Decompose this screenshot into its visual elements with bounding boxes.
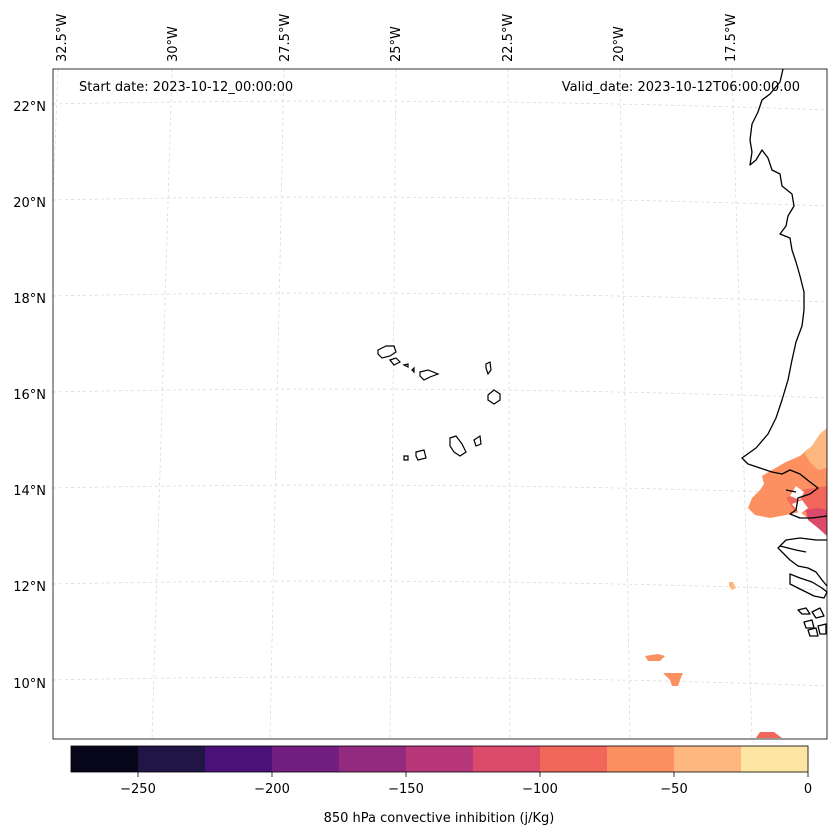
colorbar-swatch xyxy=(138,746,206,772)
colorbar-swatch xyxy=(741,746,809,772)
lon-label-27-5w: 27.5°W xyxy=(278,14,293,62)
lon-label-22-5w: 22.5°W xyxy=(501,14,516,62)
parallel-gridlines xyxy=(52,100,828,687)
colorbar-swatch xyxy=(71,746,139,772)
lat-label-22n: 22°N xyxy=(13,100,46,115)
bijagos-island-5 xyxy=(817,623,827,635)
lat-label-18n: 18°N xyxy=(13,292,46,307)
valid-date-label: Valid_date: 2023-10-12T06:00:00.00 xyxy=(562,80,800,95)
map-border xyxy=(52,68,828,740)
lat-label-12n: 12°N xyxy=(13,580,46,595)
colorbar-swatch xyxy=(406,746,474,772)
colorbar-swatch xyxy=(540,746,608,772)
colorbar-swatch xyxy=(339,746,407,772)
colorbar-swatch xyxy=(272,746,340,772)
coastline-west-africa xyxy=(741,68,828,587)
lon-label-17-5w: 17.5°W xyxy=(724,14,739,62)
cin-region-small-3 xyxy=(663,673,683,686)
colorbar-swatch xyxy=(607,746,675,772)
lon-label-25w: 25°W xyxy=(389,26,404,62)
lon-label-32-5w: 32.5°W xyxy=(55,14,70,62)
island-santa-luzia xyxy=(402,363,409,368)
lon-label-30w: 30°W xyxy=(166,26,181,62)
longitude-labels: 32.5°W 30°W 27.5°W 25°W 22.5°W 20°W 17.5… xyxy=(55,14,739,62)
colorbar-border xyxy=(70,745,809,773)
colorbar-swatch xyxy=(674,746,742,772)
island-fogo xyxy=(415,449,427,461)
cin-region-small-1 xyxy=(729,582,736,590)
colorbar-tick-label-m200: −200 xyxy=(254,782,290,797)
map-panel xyxy=(52,68,828,740)
lat-label-16n: 16°N xyxy=(13,388,46,403)
start-date-label: Start date: 2023-10-12_00:00:00 xyxy=(79,80,293,95)
cin-region-senegal-light xyxy=(804,428,827,470)
coastline-inner-river xyxy=(779,489,807,553)
colorbar-tick-label-m100: −100 xyxy=(522,782,558,797)
bijagos-island-4 xyxy=(807,627,819,637)
colorbar-swatch xyxy=(205,746,273,772)
colorbar-swatch xyxy=(473,746,541,772)
colorbar-ticks xyxy=(137,772,809,777)
coastline xyxy=(741,68,828,637)
colorbar-tick-label-m50: −50 xyxy=(660,782,687,797)
lon-label-20w: 20°W xyxy=(612,26,627,62)
meridian-gridlines xyxy=(52,68,753,740)
island-sao-nicolau xyxy=(411,366,440,381)
island-boa-vista xyxy=(487,389,501,405)
latitude-labels: 22°N 20°N 18°N 16°N 14°N 12°N 10°N xyxy=(13,100,46,692)
island-santo-antao xyxy=(377,345,397,359)
colorbar-swatches xyxy=(71,746,809,772)
bijagos-island-1 xyxy=(797,607,811,615)
lat-label-10n: 10°N xyxy=(13,677,46,692)
colorbar: −250 −200 −150 −100 −50 0 850 hPa convec… xyxy=(70,745,812,826)
lat-label-20n: 20°N xyxy=(13,196,46,211)
colorbar-tick-label-0: 0 xyxy=(804,782,812,797)
island-santiago xyxy=(449,435,467,457)
island-sao-vicente xyxy=(388,357,402,366)
cin-hole-b xyxy=(792,500,808,514)
cin-region-small-4 xyxy=(756,732,782,738)
lat-label-14n: 14°N xyxy=(13,484,46,499)
cin-region-gambia-strong xyxy=(806,508,827,536)
island-maio xyxy=(473,434,482,447)
coastline-guinea-bissau xyxy=(789,573,828,599)
colorbar-tick-label-m250: −250 xyxy=(120,782,156,797)
island-brava xyxy=(403,455,409,461)
colorbar-tick-label-m150: −150 xyxy=(388,782,424,797)
cin-region-small-2 xyxy=(645,654,665,661)
colorbar-label: 850 hPa convective inhibition (j/Kg) xyxy=(324,811,555,826)
island-sal xyxy=(485,361,492,376)
cape-verde-islands xyxy=(377,345,501,461)
bijagos-island-2 xyxy=(811,607,825,619)
